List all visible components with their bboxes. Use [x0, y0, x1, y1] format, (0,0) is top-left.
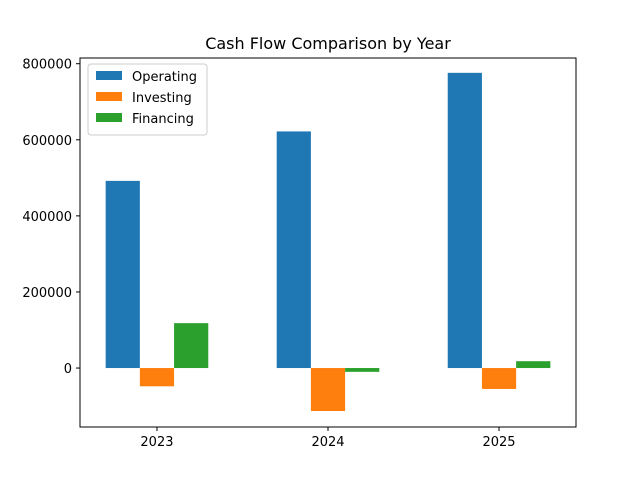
legend-swatch-investing [96, 92, 122, 101]
plot-frame [79, 57, 577, 428]
bar-operating-2023 [105, 180, 140, 369]
bar-operating-2024 [276, 131, 311, 369]
legend-swatch-financing [96, 113, 122, 122]
bar-operating-2025 [447, 72, 482, 369]
y-tick-label: 200000 [22, 286, 72, 301]
x-tick-label: 2024 [311, 435, 344, 450]
legend: Operating Investing Financing [87, 63, 208, 136]
legend-label-financing: Financing [132, 112, 194, 127]
bar-financing-2025 [516, 361, 551, 369]
legend-swatch-operating [96, 71, 122, 80]
bars-group [105, 72, 551, 412]
bar-investing-2025 [481, 368, 517, 389]
bar-investing-2023 [139, 368, 175, 387]
chart-title: Cash Flow Comparison by Year [205, 34, 451, 53]
y-tick-label: 0 [64, 362, 72, 377]
y-axis: 0 200000 400000 600000 800000 [22, 58, 80, 377]
bar-financing-2023 [174, 323, 209, 369]
legend-label-investing: Investing [132, 91, 192, 106]
x-axis: 2023 2024 2025 [140, 427, 516, 450]
x-tick-label: 2025 [482, 435, 515, 450]
y-tick-label: 800000 [22, 58, 72, 73]
legend-label-operating: Operating [132, 70, 197, 85]
y-tick-label: 400000 [22, 210, 72, 225]
x-tick-label: 2023 [140, 435, 173, 450]
y-tick-label: 600000 [22, 134, 72, 149]
bar-investing-2024 [310, 368, 346, 412]
bar-financing-2024 [345, 368, 380, 372]
